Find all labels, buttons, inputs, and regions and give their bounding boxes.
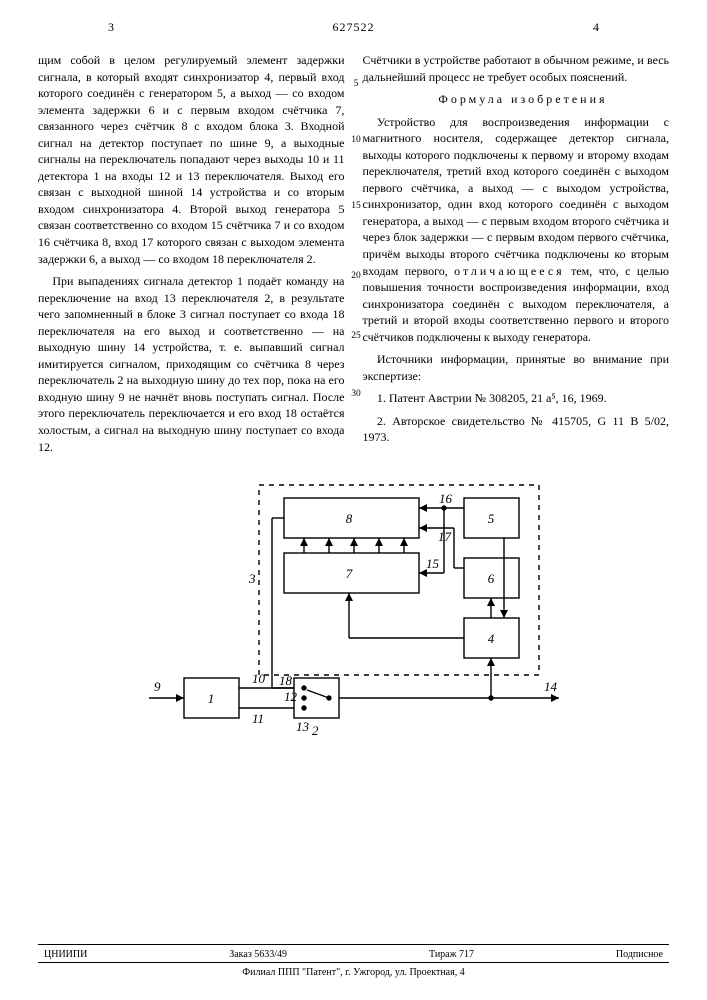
footer-sign: Подписное bbox=[616, 949, 663, 960]
fig-label-5: 5 bbox=[487, 511, 494, 526]
fig-label-7: 7 bbox=[345, 566, 352, 581]
fig-label-1: 1 bbox=[207, 691, 214, 706]
fig-label-11: 11 bbox=[252, 711, 264, 726]
claims-heading: Формула изобретения bbox=[363, 91, 670, 108]
left-column: щим собой в целом регулируемый элемент з… bbox=[38, 52, 345, 461]
page-footer: ЦНИИПИ Заказ 5633/49 Тираж 717 Подписное… bbox=[38, 942, 669, 978]
fig-label-6: 6 bbox=[487, 571, 494, 586]
fig-label-10: 10 bbox=[252, 671, 266, 686]
footer-order: Заказ 5633/49 bbox=[229, 949, 287, 960]
figure-container: 3 8 7 5 6 4 16 bbox=[38, 473, 669, 743]
page-number-right: 4 bbox=[593, 20, 599, 35]
fig-label-18: 18 bbox=[279, 673, 293, 688]
sources-heading: Источники информации, принятые во вниман… bbox=[363, 351, 670, 384]
fig-label-14: 14 bbox=[544, 679, 558, 694]
fig-label-16: 16 bbox=[439, 491, 453, 506]
claim-distinguishing: отличающееся bbox=[454, 264, 565, 278]
left-para-2: При выпадениях сигнала детектор 1 подаёт… bbox=[38, 273, 345, 455]
right-column: Счётчики в устройстве работают в обычном… bbox=[363, 52, 670, 461]
fig-label-17: 17 bbox=[438, 529, 452, 544]
fig-label-15: 15 bbox=[426, 556, 440, 571]
patent-number: 627522 bbox=[333, 20, 375, 35]
reference-1: 1. Патент Австрии № 308205, 21 a⁵, 16, 1… bbox=[363, 390, 670, 407]
fig-label-8: 8 bbox=[345, 511, 352, 526]
fig-label-9: 9 bbox=[154, 679, 161, 694]
text-columns: щим собой в целом регулируемый элемент з… bbox=[38, 52, 669, 461]
fig-label-12: 12 bbox=[284, 689, 298, 704]
reference-2: 2. Авторское свидетельство № 415705, G 1… bbox=[363, 413, 670, 446]
right-para-2: Устройство для воспроизведения информаци… bbox=[363, 114, 670, 346]
claims-heading-text: Формула изобретения bbox=[438, 92, 607, 106]
circuit-figure: 3 8 7 5 6 4 16 bbox=[144, 473, 564, 743]
footer-tirage: Тираж 717 bbox=[429, 949, 474, 960]
footer-org: ЦНИИПИ bbox=[44, 949, 87, 960]
fig-label-3: 3 bbox=[248, 571, 256, 586]
fig-label-13: 13 bbox=[296, 719, 310, 734]
footer-divider-bottom bbox=[38, 962, 669, 963]
footer-divider-top bbox=[38, 944, 669, 945]
fig-label-2: 2 bbox=[312, 723, 319, 738]
footer-address: Филиал ППП "Патент", г. Ужгород, ул. Про… bbox=[38, 967, 669, 978]
right-para-1: Счётчики в устройстве работают в обычном… bbox=[363, 52, 670, 85]
fig-label-4: 4 bbox=[487, 631, 494, 646]
page-number-left: 3 bbox=[108, 20, 114, 35]
page-header: 3 627522 4 bbox=[38, 20, 669, 46]
claim-body-a: Устройство для воспроизведения информаци… bbox=[363, 115, 670, 278]
left-para-1: щим собой в целом регулируемый элемент з… bbox=[38, 52, 345, 267]
